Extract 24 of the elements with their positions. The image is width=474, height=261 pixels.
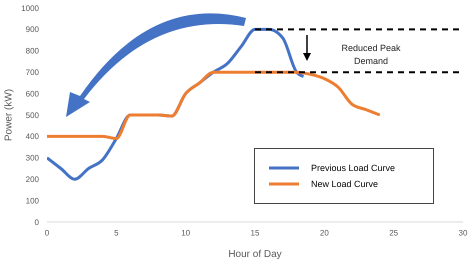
y-tick-label: 500 <box>26 110 40 120</box>
x-tick-label: 15 <box>250 228 260 238</box>
y-tick-label: 900 <box>26 25 40 34</box>
x-axis-title: Hour of Day <box>228 249 282 260</box>
y-tick-label: 300 <box>26 154 40 163</box>
y-tick-label: 600 <box>26 89 40 98</box>
y-tick-label: 0 <box>34 218 40 227</box>
legend-label: Previous Load Curve <box>311 163 396 173</box>
x-tick-label: 30 <box>458 228 468 238</box>
y-tick-label: 400 <box>26 132 40 142</box>
line-series <box>47 70 382 140</box>
x-tick-label: 10 <box>181 228 191 238</box>
y-tick-label: 100 <box>26 196 40 206</box>
x-tick-label: 20 <box>320 228 330 238</box>
legend-label: New Load Curve <box>311 179 378 189</box>
y-tick-label: 1000 <box>21 4 40 13</box>
x-tick-label: 25 <box>389 228 399 238</box>
y-tick-label: 200 <box>26 175 40 184</box>
annotation: Reduced Peak Demand <box>340 42 402 68</box>
x-tick-label: 5 <box>114 228 120 238</box>
y-axis-title: Power (kW) <box>4 88 15 142</box>
y-tick-label: 700 <box>26 68 40 78</box>
x-tick-label: 0 <box>44 228 50 238</box>
y-tick-label: 800 <box>26 46 40 56</box>
